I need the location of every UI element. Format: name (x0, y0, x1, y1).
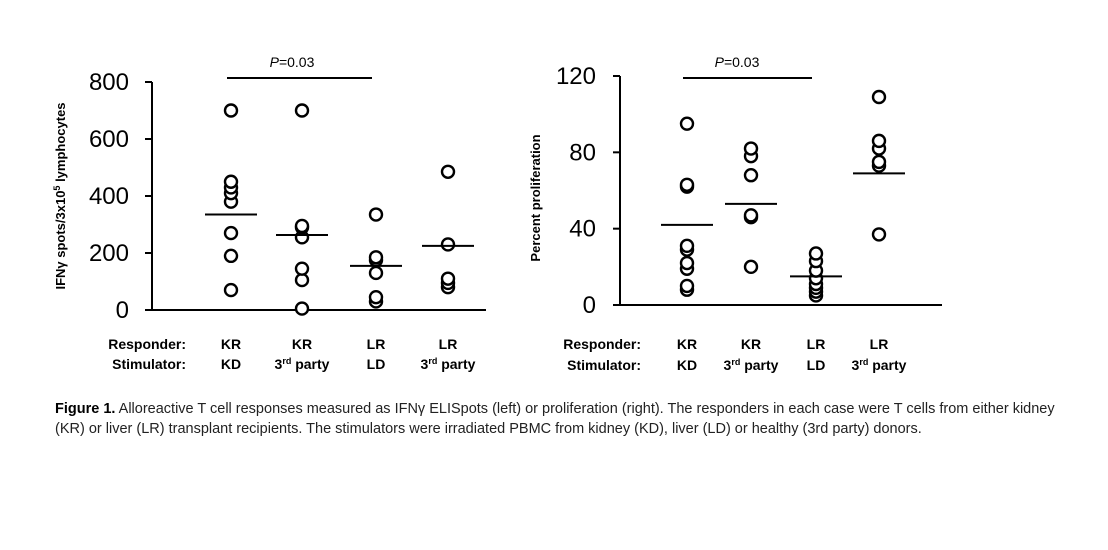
stimulator-tail: party (437, 356, 475, 372)
data-point (223, 174, 239, 189)
data-point (808, 246, 824, 261)
data-point (368, 265, 384, 281)
y-tick-label: 200 (89, 240, 129, 267)
data-point (679, 177, 695, 192)
responder-label: LR (367, 336, 386, 352)
data-point (679, 238, 695, 254)
y-axis-label-tail: lymphocytes (53, 102, 68, 185)
stimulator-superscript: rd (859, 357, 868, 367)
data-point (223, 225, 239, 241)
data-point (871, 154, 887, 170)
responder-label: KR (741, 336, 761, 352)
y-axis-label: Percent proliferation (528, 134, 543, 261)
stimulator-row-label: Stimulator: (567, 357, 641, 373)
y-tick-label: 120 (556, 63, 596, 90)
data-point (223, 248, 239, 264)
figure-caption: Figure 1. Alloreactive T cell responses … (55, 399, 1065, 439)
stimulator-label: 3rd party (421, 356, 476, 372)
data-point (743, 168, 759, 183)
y-tick-label: 800 (89, 69, 129, 96)
data-point (294, 218, 310, 234)
responder-label: KR (677, 336, 697, 352)
stimulator-tail: party (291, 356, 329, 372)
data-point (440, 237, 456, 252)
responder-row-label: Responder: (563, 336, 641, 352)
data-point (871, 89, 887, 105)
significance-p: P (270, 54, 280, 70)
stimulator-superscript: rd (282, 356, 291, 366)
significance-value: =0.03 (279, 54, 315, 70)
data-point (368, 207, 384, 222)
significance-p: P (715, 54, 725, 70)
data-point (871, 133, 887, 149)
stimulator-label: LD (367, 356, 386, 372)
responder-label: LR (807, 336, 826, 352)
stimulator-label: LD (807, 357, 826, 373)
y-axis-label-text: IFNγ spots/3x10 (53, 191, 68, 290)
data-point (223, 282, 239, 298)
y-tick-label: 0 (116, 297, 129, 324)
stimulator-row-label: Stimulator: (112, 356, 186, 372)
data-point (223, 103, 239, 118)
data-point (679, 116, 695, 131)
data-point (368, 289, 384, 305)
data-point (871, 227, 887, 242)
stimulator-superscript: rd (731, 357, 740, 367)
data-point (294, 272, 310, 288)
data-point (440, 164, 456, 179)
stimulator-tail: party (740, 357, 778, 373)
y-tick-label: 400 (89, 183, 129, 210)
caption-heading: Figure 1. (55, 401, 116, 417)
y-axis-label-superscript: 5 (52, 186, 62, 191)
data-point (440, 271, 456, 286)
significance-label: P=0.03 (270, 54, 315, 70)
data-point (743, 259, 759, 275)
stimulator-label: KD (677, 357, 697, 373)
stimulator-text: KD (221, 356, 241, 372)
stimulator-superscript: rd (428, 356, 437, 366)
data-point (294, 261, 310, 276)
responder-label: KR (292, 336, 312, 352)
stimulator-text: 3 (275, 356, 283, 372)
responder-label: KR (221, 336, 241, 352)
responder-label: LR (870, 336, 889, 352)
stimulator-text: KD (677, 357, 697, 373)
stimulator-label: 3rd party (852, 357, 907, 373)
caption-text: Alloreactive T cell responses measured a… (55, 401, 1055, 437)
data-point (368, 250, 384, 265)
y-axis-label-text: Percent proliferation (528, 134, 543, 261)
stimulator-text: LD (367, 356, 386, 372)
data-point (743, 141, 759, 156)
stimulator-tail: party (868, 357, 906, 373)
responder-label: LR (439, 336, 458, 352)
chart-1: 0 200 400 600 800 IFNγ spots/3x105 lymphocyte… (52, 54, 486, 372)
responder-row-label: Responder: (108, 336, 186, 352)
significance-value: =0.03 (724, 54, 760, 70)
y-tick-label: 600 (89, 126, 129, 153)
data-point (294, 103, 310, 118)
y-tick-label: 0 (583, 292, 596, 319)
stimulator-label: 3rd party (724, 357, 779, 373)
y-axis-label: IFNγ spots/3x105 lymphocytes (52, 102, 68, 289)
stimulator-text: 3 (421, 356, 429, 372)
significance-label: P=0.03 (715, 54, 760, 70)
data-point (679, 278, 695, 294)
stimulator-label: KD (221, 356, 241, 372)
stimulator-label: 3rd party (275, 356, 330, 372)
data-point (294, 301, 310, 316)
stimulator-text: LD (807, 357, 826, 373)
data-point (743, 208, 759, 223)
stimulator-text: 3 (852, 357, 860, 373)
stimulator-text: 3 (724, 357, 732, 373)
y-tick-label: 40 (569, 216, 596, 243)
y-tick-label: 80 (569, 139, 596, 166)
data-point (679, 255, 695, 271)
